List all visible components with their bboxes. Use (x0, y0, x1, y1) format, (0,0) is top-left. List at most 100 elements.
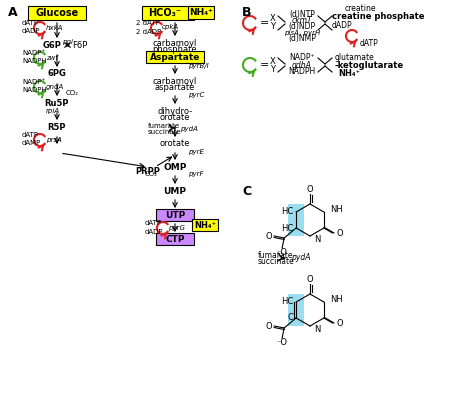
Text: aspartate: aspartate (155, 83, 195, 91)
Text: pyrE: pyrE (188, 149, 204, 155)
Text: creatine: creatine (345, 5, 376, 14)
Text: pyrF: pyrF (188, 171, 203, 177)
Bar (192, 219, 218, 231)
Text: (d)NMP: (d)NMP (288, 34, 316, 44)
Bar (156, 233, 194, 245)
Text: C: C (287, 313, 293, 322)
Bar (142, 6, 194, 20)
Text: dADP: dADP (22, 28, 40, 34)
Text: dATP: dATP (22, 132, 39, 138)
Text: NH₄⁺: NH₄⁺ (338, 69, 360, 78)
Text: CO₂: CO₂ (145, 171, 158, 177)
Text: F6P: F6P (73, 41, 88, 49)
Text: cpkA: cpkA (162, 24, 179, 30)
Bar (188, 7, 214, 20)
Text: phosphate: phosphate (153, 44, 197, 54)
Text: OMP: OMP (164, 163, 187, 171)
Text: ⁻O: ⁻O (277, 337, 288, 347)
Text: O: O (307, 276, 313, 285)
Text: fumarate: fumarate (148, 123, 180, 129)
Text: -ketoglutarate: -ketoglutarate (335, 61, 404, 71)
Text: pyrG: pyrG (168, 225, 185, 231)
Text: hxkA: hxkA (46, 25, 64, 31)
Bar (28, 6, 86, 20)
Text: UTP: UTP (165, 210, 185, 220)
Text: NH: NH (330, 295, 343, 303)
Text: NADPH: NADPH (288, 68, 316, 76)
Text: plsA, pyrH: plsA, pyrH (284, 30, 320, 36)
Text: carbamoyl: carbamoyl (153, 76, 197, 85)
Text: ⁻O: ⁻O (277, 247, 288, 256)
Text: 2 dADP: 2 dADP (136, 29, 161, 35)
Text: CO₂: CO₂ (66, 90, 79, 96)
Text: pyrC: pyrC (188, 92, 204, 98)
Text: B: B (242, 6, 252, 19)
Text: UMP: UMP (164, 186, 186, 195)
Text: X: X (270, 15, 276, 24)
Text: HC: HC (281, 208, 293, 217)
Text: zwf: zwf (46, 55, 58, 61)
Bar (146, 51, 204, 63)
Text: Aspartate: Aspartate (150, 53, 200, 61)
Bar (288, 294, 304, 326)
Text: NADP⁺: NADP⁺ (22, 79, 45, 85)
Bar (288, 204, 304, 236)
Text: dAMP: dAMP (22, 140, 41, 146)
Text: Glucose: Glucose (36, 8, 79, 18)
Text: dATP: dATP (22, 20, 39, 26)
Text: (d)NDP: (d)NDP (289, 22, 316, 32)
Text: Y: Y (270, 64, 275, 73)
Text: O: O (265, 322, 272, 330)
Text: R5P: R5P (48, 122, 66, 132)
Text: fumarate: fumarate (258, 251, 293, 259)
Text: Y: Y (270, 22, 275, 32)
Text: gndA: gndA (46, 84, 64, 90)
Text: pydA: pydA (291, 254, 310, 263)
Text: dATP: dATP (145, 220, 162, 226)
Text: gdhA: gdhA (292, 61, 312, 69)
Text: CTP: CTP (165, 234, 185, 244)
Text: dADP: dADP (145, 229, 164, 235)
Text: dihydro-: dihydro- (157, 107, 192, 115)
Text: dADP: dADP (332, 22, 353, 30)
Text: ckmT: ckmT (292, 17, 312, 25)
Text: glutamate: glutamate (335, 54, 375, 63)
Text: dATP: dATP (360, 39, 379, 47)
Text: NH₄⁺: NH₄⁺ (189, 8, 213, 17)
Text: orotate: orotate (160, 139, 190, 149)
Text: NADP⁺: NADP⁺ (22, 50, 45, 56)
Text: =: = (260, 18, 269, 28)
Text: X: X (270, 56, 276, 66)
Text: NH: NH (330, 205, 343, 213)
Text: A: A (8, 6, 18, 19)
Text: (d)NTP: (d)NTP (289, 10, 315, 20)
Text: 2 dATP: 2 dATP (136, 20, 160, 26)
Text: N: N (314, 325, 320, 334)
Text: succinate: succinate (148, 129, 182, 135)
Text: prsA: prsA (46, 137, 62, 143)
Text: pgi: pgi (63, 39, 73, 45)
Text: N: N (314, 234, 320, 244)
Text: G6P: G6P (43, 41, 62, 49)
Text: NADPH: NADPH (22, 87, 46, 93)
Text: carbamoyl: carbamoyl (153, 39, 197, 47)
Text: O: O (337, 318, 343, 327)
Text: HC: HC (281, 298, 293, 307)
Text: rpiA: rpiA (46, 108, 60, 114)
Text: PRPP: PRPP (136, 166, 160, 176)
Text: orotate: orotate (160, 112, 190, 122)
Text: creatine phosphate: creatine phosphate (332, 12, 425, 22)
Text: NH₄⁺: NH₄⁺ (194, 220, 216, 229)
Text: NADPH: NADPH (22, 58, 46, 64)
Text: C: C (242, 185, 251, 198)
Text: O: O (265, 232, 272, 241)
Text: Ru5P: Ru5P (45, 98, 69, 107)
Text: HC: HC (281, 224, 293, 232)
Bar (156, 209, 194, 221)
Text: 6PG: 6PG (47, 69, 66, 78)
Text: HCO₃⁻: HCO₃⁻ (148, 8, 182, 18)
Text: NADP⁺: NADP⁺ (289, 54, 315, 63)
Text: O: O (307, 186, 313, 195)
Text: succinate: succinate (258, 257, 295, 266)
Text: O: O (337, 229, 343, 237)
